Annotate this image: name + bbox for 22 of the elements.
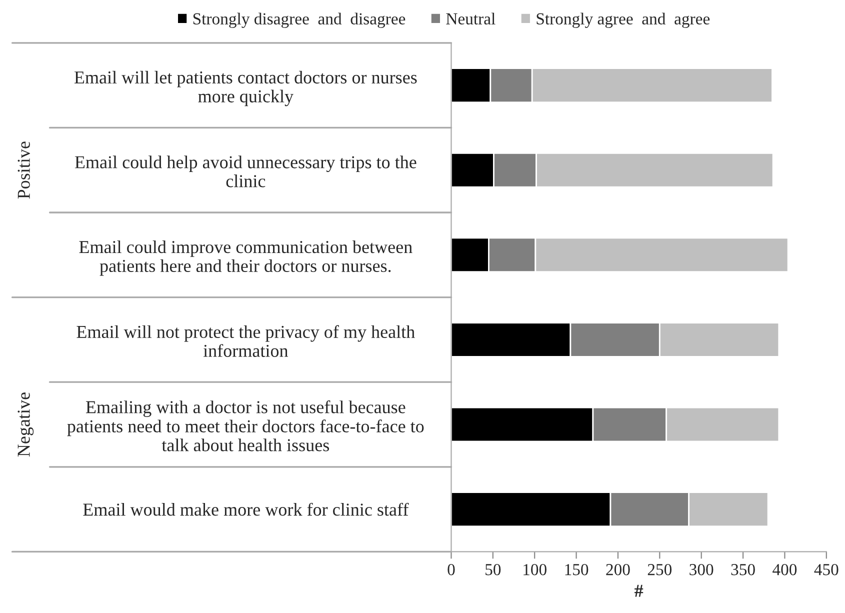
- x-tick-label: 50: [486, 564, 501, 576]
- x-tick-label: 400: [772, 564, 797, 576]
- legend-label: Strongly disagree and disagree: [193, 12, 406, 28]
- text: Negative: [18, 392, 34, 457]
- y-tick-label: Email will not protect the privacy of my health information: [76, 325, 415, 357]
- x-tick-label: 350: [731, 564, 755, 576]
- x-tick-label: 450: [814, 564, 838, 576]
- y-tick-label: Email would make more work for clinic staff: [83, 502, 409, 516]
- text: Positive: [18, 142, 30, 199]
- y-tick-label: Emailing with a doctor is not useful because patients need to meet their doctors face-to-face to talk about health issues: [67, 400, 424, 452]
- y-tick-label: Email could help avoid unnecessary trips to the clinic: [74, 156, 416, 188]
- x-axis-title: #: [634, 584, 644, 597]
- x-tick-label: 250: [648, 564, 672, 576]
- legend-label: Neutral: [446, 12, 496, 24]
- x-tick-label: 150: [565, 564, 588, 576]
- legend-label: Strongly agree and agree: [536, 12, 710, 28]
- x-tick-label: 300: [690, 564, 714, 576]
- y-tick-label: Email could improve communication between patients here and their doctors or nurses.: [79, 240, 412, 276]
- x-tick-label: 0: [448, 564, 455, 576]
- x-tick-label: 100: [524, 564, 546, 576]
- x-tick-label: 200: [606, 564, 630, 576]
- y-tick-label: Email will let patients contact doctors or nurses more quickly: [74, 70, 417, 106]
